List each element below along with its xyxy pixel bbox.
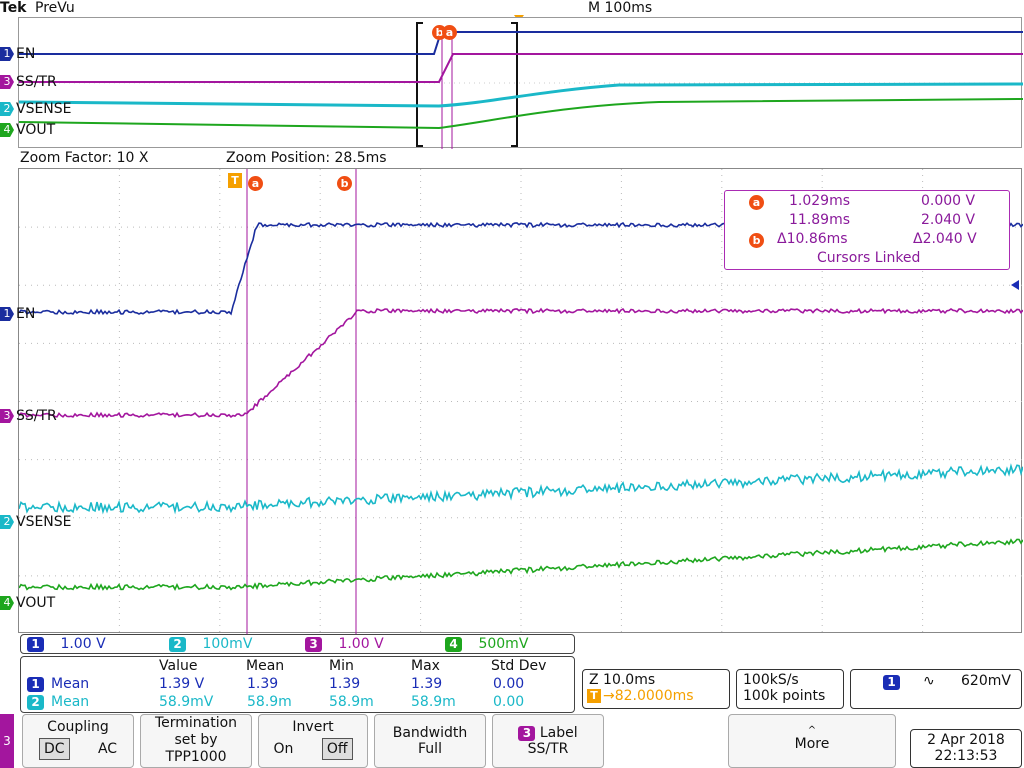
brand-logo: Tek — [0, 0, 27, 16]
trigger-slope-icon: ∿ — [923, 673, 935, 689]
meas-row-ch2[interactable]: 2 Mean 58.9mV 58.9m 58.9m 58.9m 0.00 — [27, 694, 572, 710]
meas-header-max: Max — [411, 658, 440, 674]
trigger-level-arrow — [1011, 280, 1019, 290]
trigger-readout[interactable]: 1 ∿ 620mV — [850, 669, 1022, 709]
overview-label-en: 1 EN — [0, 46, 35, 62]
cursor-a-time: 1.029ms — [789, 193, 851, 209]
cursor-delta-volt: Δ2.040 V — [913, 231, 977, 247]
trigger-level: 620mV — [961, 673, 1011, 689]
more-button[interactable]: ^ More — [728, 714, 896, 768]
zoom-factor: Zoom Factor: 10 X — [20, 150, 149, 166]
overview-label-vout: 4 VOUT — [0, 122, 55, 138]
cursor-b-time: 11.89ms — [789, 212, 851, 228]
sample-rate: 100kS/s — [743, 672, 799, 688]
measurement-table: Value Mean Min Max Std Dev 1 Mean 1.39 V… — [20, 656, 575, 713]
cursor-b-volt: 2.040 V — [921, 212, 976, 228]
trigger-source: 1 — [883, 675, 900, 690]
acquisition-readout[interactable]: 100kS/s 100k points — [736, 669, 844, 709]
cursor-a-marker-overview[interactable]: a — [442, 21, 457, 40]
cursor-b-icon: b — [749, 233, 764, 248]
coupling-button[interactable]: Coupling DC AC — [22, 714, 134, 768]
zoom-label-en: 1 EN — [0, 306, 35, 322]
scale-ch4[interactable]: 4 500mV — [445, 636, 528, 652]
acquisition-mode: PreVu — [35, 0, 75, 16]
datetime-display: 2 Apr 2018 22:13:53 — [910, 729, 1022, 768]
bandwidth-button[interactable]: Bandwidth Full — [374, 714, 486, 768]
zoom-label-vsense: 2 VSENSE — [0, 514, 72, 530]
cursor-delta-time: Δ10.86ms — [777, 231, 848, 247]
zoom-label-vout: 4 VOUT — [0, 595, 55, 611]
zoom-label-sstr: 3 SS/TR — [0, 408, 57, 424]
coupling-dc[interactable]: DC — [38, 738, 70, 760]
coupling-ac[interactable]: AC — [97, 741, 118, 757]
scale-ch2[interactable]: 2 100mV — [169, 636, 252, 652]
channel-scale-bar: 1 1.00 V 2 100mV 3 1.00 V 4 500mV — [20, 634, 575, 654]
invert-off[interactable]: Off — [321, 738, 353, 760]
cursor-readout: a 1.029ms 0.000 V 11.89ms 2.040 V b Δ10.… — [724, 190, 1010, 270]
coupling-title: Coupling — [47, 719, 109, 735]
chevron-up-icon: ^ — [807, 725, 817, 736]
invert-on[interactable]: On — [273, 741, 294, 757]
cursor-a-volt: 0.000 V — [921, 193, 976, 209]
meas-row-ch1[interactable]: 1 Mean 1.39 V 1.39 1.39 1.39 0.00 — [27, 676, 572, 692]
overview-label-sstr: 3 SS/TR — [0, 74, 57, 90]
menu-channel-indicator: 3 — [0, 714, 14, 768]
cursors-linked-status: Cursors Linked — [817, 250, 921, 266]
record-length: 100k points — [743, 688, 826, 704]
label-button[interactable]: 3 Label SS/TR — [492, 714, 604, 768]
trigger-icon: T — [587, 689, 601, 703]
meas-header-min: Min — [329, 658, 354, 674]
invert-button[interactable]: Invert On Off — [258, 714, 368, 768]
meas-header-value: Value — [159, 658, 198, 674]
termination-button[interactable]: Termination set by TPP1000 — [140, 714, 252, 768]
cursor-b-marker[interactable]: b — [337, 172, 352, 191]
zoom-scale: Z 10.0ms — [589, 672, 656, 688]
trigger-position: →82.0000ms — [603, 688, 694, 704]
meas-header-stddev: Std Dev — [491, 658, 547, 674]
trigger-marker[interactable]: T — [228, 173, 242, 188]
timebase-readout: M 100ms — [588, 0, 653, 16]
cursor-a-marker[interactable]: a — [248, 172, 263, 191]
overview-label-vsense: 2 VSENSE — [0, 101, 72, 117]
zoom-position: Zoom Position: 28.5ms — [226, 150, 387, 166]
scale-ch3[interactable]: 3 1.00 V — [305, 636, 384, 652]
horizontal-readout[interactable]: Z 10.0ms T →82.0000ms — [582, 669, 730, 709]
cursor-a-icon: a — [749, 195, 764, 210]
meas-header-mean: Mean — [246, 658, 285, 674]
scale-ch1[interactable]: 1 1.00 V — [27, 636, 106, 652]
overview-waveform-window: b a — [18, 17, 1023, 149]
